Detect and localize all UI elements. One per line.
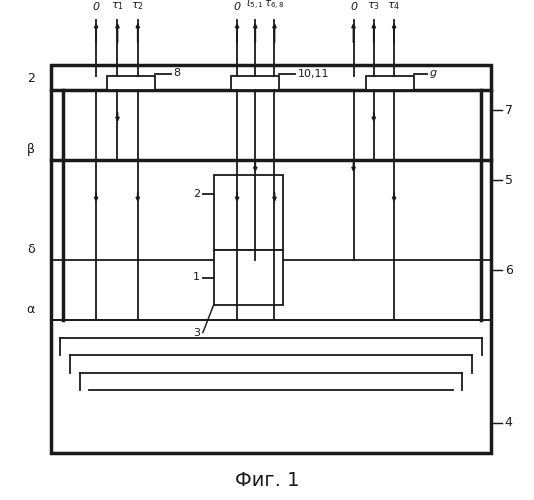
Text: α: α <box>27 303 35 316</box>
Text: 0: 0 <box>92 2 100 12</box>
Text: 2: 2 <box>193 188 200 198</box>
Text: 4: 4 <box>505 416 513 429</box>
Text: 0: 0 <box>350 2 357 12</box>
Text: β: β <box>27 143 35 156</box>
Text: g: g <box>430 68 437 78</box>
Text: δ: δ <box>27 243 35 256</box>
Text: $\tau_{6,8}$: $\tau_{6,8}$ <box>264 0 285 12</box>
Text: 5: 5 <box>505 174 513 186</box>
Bar <box>51 65 491 452</box>
Text: $\iota_{5,1}$: $\iota_{5,1}$ <box>246 0 264 12</box>
Text: 0: 0 <box>233 2 241 12</box>
Text: 7: 7 <box>505 104 513 117</box>
Bar <box>366 76 414 90</box>
Text: 6: 6 <box>505 264 513 276</box>
Text: 2: 2 <box>27 72 35 85</box>
Text: $\tau_4$: $\tau_4$ <box>388 0 400 12</box>
Text: 1: 1 <box>193 272 200 282</box>
Bar <box>107 76 155 90</box>
Bar <box>214 175 283 250</box>
Bar <box>231 76 279 90</box>
Text: Фиг. 1: Фиг. 1 <box>235 470 299 490</box>
Text: 10,11: 10,11 <box>298 68 329 78</box>
Bar <box>214 250 283 305</box>
Text: 8: 8 <box>174 68 180 78</box>
Text: 3: 3 <box>193 328 200 338</box>
Text: $\tau_2$: $\tau_2$ <box>131 0 144 12</box>
Text: $\tau_3$: $\tau_3$ <box>367 0 380 12</box>
Text: $\tau_1$: $\tau_1$ <box>111 0 124 12</box>
